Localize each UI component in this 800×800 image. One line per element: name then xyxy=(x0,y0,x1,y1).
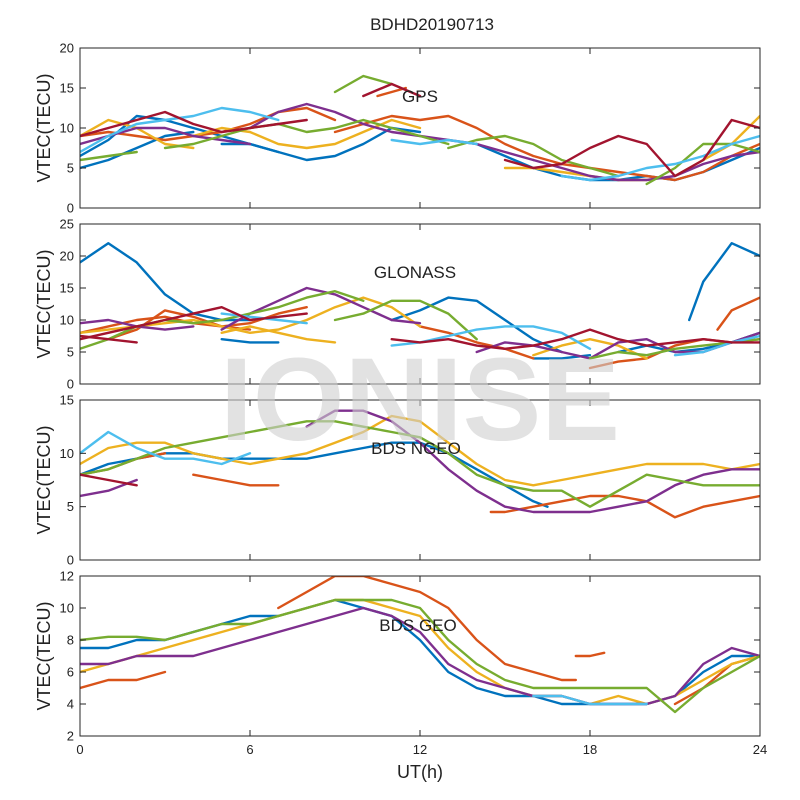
series-line xyxy=(220,325,337,344)
y-tick-label: 15 xyxy=(60,393,74,408)
panel-label: BDS GEO xyxy=(379,616,456,635)
panel-0: 0 5 10 15 20 VTEC(TECU) GPS xyxy=(34,41,761,216)
chart-title: BDHD20190713 xyxy=(370,15,494,34)
watermark: IONISE xyxy=(220,334,620,466)
y-axis-label: VTEC(TECU) xyxy=(34,602,54,711)
series-line xyxy=(645,142,760,186)
series-line xyxy=(560,134,760,182)
series-line xyxy=(220,338,280,344)
series-line xyxy=(80,290,365,350)
series-group xyxy=(80,409,760,519)
y-tick-label: 10 xyxy=(60,313,74,328)
series-group xyxy=(80,241,760,370)
y-tick-label: 15 xyxy=(60,81,74,96)
series-line xyxy=(80,420,760,508)
series-line xyxy=(574,651,606,658)
x-tick-label: 18 xyxy=(583,742,597,757)
y-tick-label: 2 xyxy=(67,729,74,744)
series-line xyxy=(192,473,280,487)
series-line xyxy=(390,138,478,146)
x-tick-label: 0 xyxy=(76,742,83,757)
series-line xyxy=(333,74,393,94)
panel-1: 0 5 10 15 20 25 VTEC(TECU) GLONASS xyxy=(34,217,761,392)
series-line xyxy=(532,694,648,706)
x-tick-label: 12 xyxy=(413,742,427,757)
series-line xyxy=(447,134,620,178)
series-line xyxy=(503,118,760,178)
series-line xyxy=(532,150,760,182)
y-tick-label: 20 xyxy=(60,41,74,56)
series-line xyxy=(390,296,563,354)
plot-area xyxy=(80,400,760,560)
series-line xyxy=(80,150,138,162)
panel-label: GPS xyxy=(402,87,438,106)
series-line xyxy=(80,106,337,142)
series-line xyxy=(418,325,535,360)
y-tick-label: 10 xyxy=(60,121,74,136)
series-line xyxy=(489,494,760,519)
series-line xyxy=(80,130,195,170)
series-line xyxy=(80,306,308,341)
series-line xyxy=(716,296,760,331)
y-tick-label: 25 xyxy=(60,217,74,232)
series-line xyxy=(80,598,760,714)
y-tick-label: 0 xyxy=(67,377,74,392)
series-line xyxy=(163,118,450,150)
y-tick-label: 0 xyxy=(67,553,74,568)
x-axis-label: UT(h) xyxy=(397,762,443,782)
series-line xyxy=(80,473,138,487)
y-tick-label: 5 xyxy=(67,161,74,176)
x-tick-label: 6 xyxy=(246,742,253,757)
y-axis-label: VTEC(TECU) xyxy=(34,426,54,535)
y-tick-label: 20 xyxy=(60,249,74,264)
y-tick-label: 5 xyxy=(67,499,74,514)
series-line xyxy=(362,82,422,98)
y-axis-label: VTEC(TECU) xyxy=(34,74,54,183)
panel-2: 0 5 10 15 VTEC(TECU) BDS NGEO xyxy=(34,393,761,568)
series-line xyxy=(390,328,760,350)
y-tick-label: 0 xyxy=(67,201,74,216)
panel-label: GLONASS xyxy=(374,263,456,282)
series-line xyxy=(333,114,760,182)
y-tick-label: 4 xyxy=(67,697,74,712)
series-line xyxy=(277,576,577,682)
x-tick-label: 24 xyxy=(753,742,767,757)
series-line xyxy=(192,118,422,150)
y-axis-label: VTEC(TECU) xyxy=(34,250,54,359)
series-group xyxy=(80,74,760,186)
series-line xyxy=(80,414,760,487)
y-tick-label: 5 xyxy=(67,345,74,360)
y-tick-label: 10 xyxy=(60,446,74,461)
y-tick-label: 10 xyxy=(60,601,74,616)
y-tick-label: 6 xyxy=(67,665,74,680)
series-group xyxy=(80,576,760,714)
y-tick-label: 12 xyxy=(60,569,74,584)
series-line xyxy=(673,334,760,357)
series-line xyxy=(376,86,407,98)
panel-label: BDS NGEO xyxy=(371,439,461,458)
series-line xyxy=(333,299,478,341)
series-line xyxy=(80,110,308,138)
series-line xyxy=(688,241,760,322)
series-line xyxy=(80,670,167,690)
series-line xyxy=(80,334,138,344)
series-line xyxy=(80,430,252,466)
y-tick-label: 8 xyxy=(67,633,74,648)
series-line xyxy=(248,102,535,162)
y-tick-label: 15 xyxy=(60,281,74,296)
